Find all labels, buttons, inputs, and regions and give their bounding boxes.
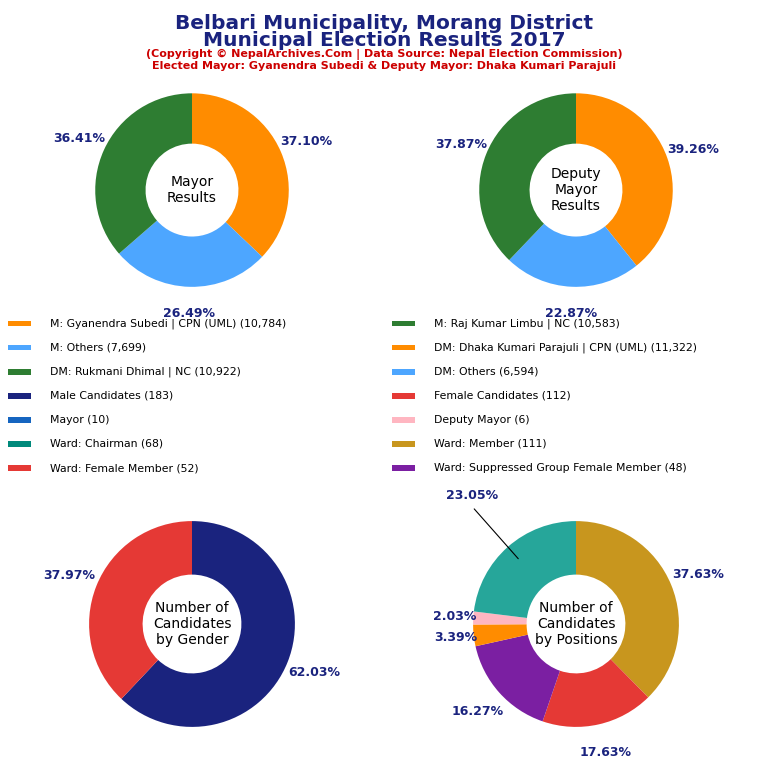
Wedge shape [121,521,295,727]
Text: Mayor
Results: Mayor Results [167,175,217,205]
Text: DM: Dhaka Kumari Parajuli | CPN (UML) (11,322): DM: Dhaka Kumari Parajuli | CPN (UML) (1… [434,343,697,353]
Bar [392,465,415,471]
Bar [8,465,31,471]
Text: Ward: Female Member (52): Ward: Female Member (52) [50,463,199,473]
Wedge shape [473,611,527,624]
Text: 17.63%: 17.63% [579,746,631,759]
Text: 2.03%: 2.03% [433,611,476,624]
Bar [392,369,415,375]
Wedge shape [119,220,262,286]
Text: 26.49%: 26.49% [164,307,215,320]
Wedge shape [576,521,679,697]
Wedge shape [543,659,648,727]
Bar [8,345,31,350]
Text: Municipal Election Results 2017: Municipal Election Results 2017 [203,31,565,50]
Text: 39.26%: 39.26% [667,143,719,156]
Text: M: Others (7,699): M: Others (7,699) [50,343,146,353]
Text: Mayor (10): Mayor (10) [50,415,109,425]
Wedge shape [576,94,673,266]
Text: Deputy
Mayor
Results: Deputy Mayor Results [551,167,601,214]
Text: 37.63%: 37.63% [672,568,724,581]
Bar [392,442,415,447]
Text: DM: Others (6,594): DM: Others (6,594) [434,367,538,377]
Bar [8,442,31,447]
Text: Elected Mayor: Gyanendra Subedi & Deputy Mayor: Dhaka Kumari Parajuli: Elected Mayor: Gyanendra Subedi & Deputy… [152,61,616,71]
Wedge shape [89,521,192,699]
Text: Ward: Chairman (68): Ward: Chairman (68) [50,439,163,449]
Text: Deputy Mayor (6): Deputy Mayor (6) [434,415,530,425]
Text: 62.03%: 62.03% [289,666,340,679]
Bar [392,393,415,399]
Text: Belbari Municipality, Morang District: Belbari Municipality, Morang District [175,14,593,33]
Bar [392,321,415,326]
Text: DM: Rukmani Dhimal | NC (10,922): DM: Rukmani Dhimal | NC (10,922) [50,366,241,377]
Text: 37.10%: 37.10% [280,134,332,147]
Text: 3.39%: 3.39% [434,631,477,644]
Text: Number of
Candidates
by Positions: Number of Candidates by Positions [535,601,617,647]
Text: 23.05%: 23.05% [446,488,498,502]
Text: 37.97%: 37.97% [44,569,95,582]
Text: Ward: Suppressed Group Female Member (48): Ward: Suppressed Group Female Member (48… [434,463,687,473]
Wedge shape [192,94,289,257]
Text: Ward: Member (111): Ward: Member (111) [434,439,547,449]
Bar [8,321,31,326]
Text: Male Candidates (183): Male Candidates (183) [50,391,173,401]
Bar [8,369,31,375]
Wedge shape [474,521,576,618]
Bar [392,345,415,350]
Text: (Copyright © NepalArchives.Com | Data Source: Nepal Election Commission): (Copyright © NepalArchives.Com | Data So… [146,49,622,60]
Wedge shape [509,223,637,286]
Bar [8,393,31,399]
Text: Female Candidates (112): Female Candidates (112) [434,391,571,401]
Text: Number of
Candidates
by Gender: Number of Candidates by Gender [153,601,231,647]
Text: 37.87%: 37.87% [435,137,487,151]
Wedge shape [95,94,192,253]
Text: 36.41%: 36.41% [53,132,105,145]
Text: 22.87%: 22.87% [545,307,597,320]
Wedge shape [475,634,560,721]
Text: 16.27%: 16.27% [452,705,504,718]
Text: M: Raj Kumar Limbu | NC (10,583): M: Raj Kumar Limbu | NC (10,583) [434,319,620,329]
Wedge shape [473,624,528,646]
Bar [8,417,31,422]
Wedge shape [479,94,576,260]
Bar [392,417,415,422]
Text: M: Gyanendra Subedi | CPN (UML) (10,784): M: Gyanendra Subedi | CPN (UML) (10,784) [50,319,286,329]
